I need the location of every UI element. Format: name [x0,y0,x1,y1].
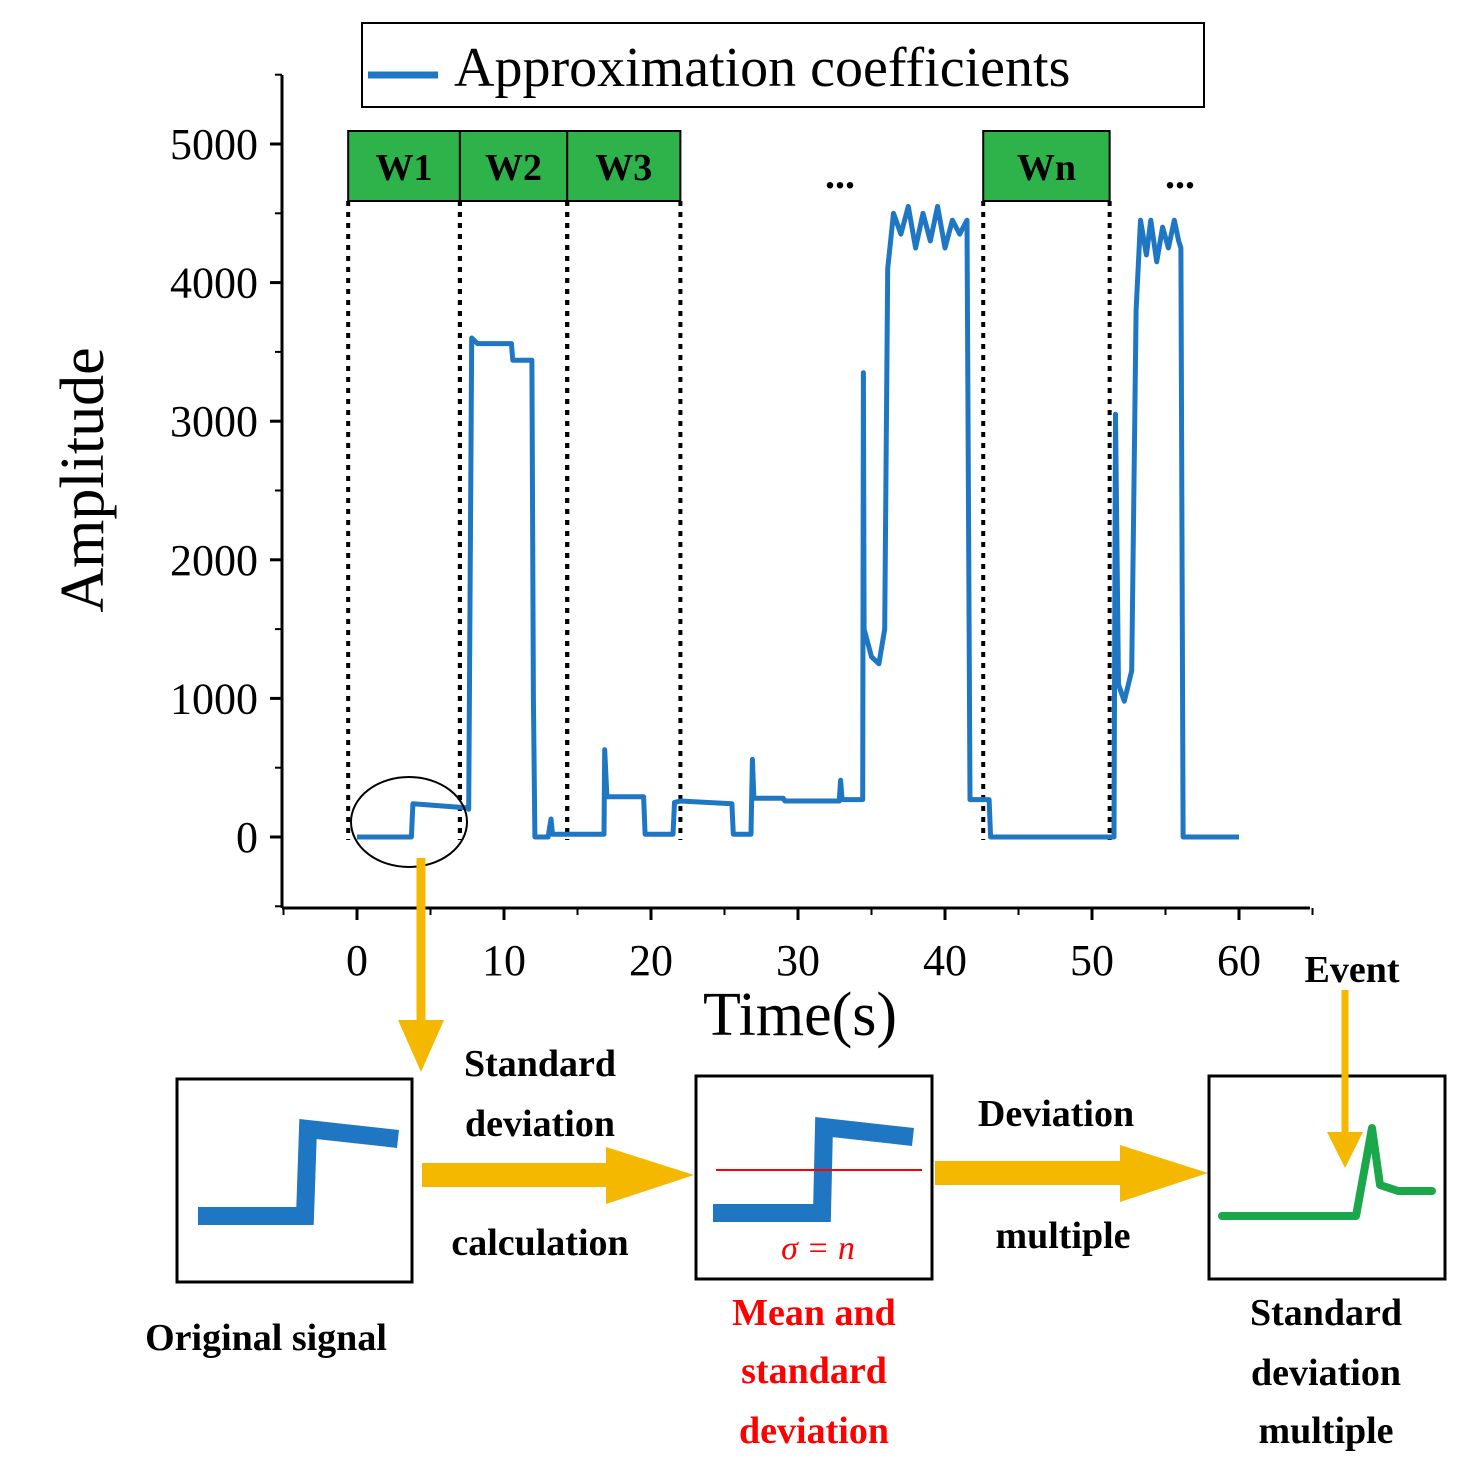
window-label-w2: W2 [485,147,542,189]
window-label-w1: W1 [376,147,433,189]
workflow: Original signal Standard deviation calcu… [145,858,1447,1452]
box1-caption: Original signal [145,1317,387,1359]
window-box-wn [982,130,1111,202]
window-label-wn: Wn [1017,147,1076,189]
y-tick-label: 0 [236,813,258,862]
y-tick-label: 5000 [170,120,258,169]
arrow2-shaft [935,1161,1125,1185]
std-multiple-box [1207,1074,1447,1281]
original-signal-box [175,1077,414,1284]
arrow1-label-top-1: Standard [464,1043,616,1085]
original-signal-thumbnail [198,1118,399,1225]
arrow2-label-top: Deviation [978,1093,1134,1135]
arrow1-label-bottom: calculation [451,1222,628,1264]
arrow1-shaft [422,1163,612,1187]
event-arrow-head [1327,1132,1363,1168]
ellipsis-left: ... [825,152,855,197]
legend-label: Approximation coefficients [454,37,1070,99]
arrow1-label-top-2: deviation [465,1103,615,1145]
ellipsis-right: ... [1165,152,1195,197]
y-axis-title: Amplitude [49,347,117,612]
x-tick-label: 0 [346,936,368,985]
x-tick-label: 30 [776,936,820,985]
x-tick-label: 50 [1070,936,1114,985]
x-tick-label: 20 [629,936,673,985]
highlight-ellipse [350,776,468,868]
x-tick-label: 40 [923,936,967,985]
box2-caption-2: standard [741,1350,887,1392]
y-tick-label: 2000 [170,536,258,585]
event-label: Event [1305,949,1400,991]
arrow2-head [1120,1145,1208,1202]
series-approximation-coefficients [357,203,1239,840]
box3-caption-2: deviation [1251,1352,1401,1394]
box3-caption-1: Standard [1250,1292,1402,1334]
legend: Approximation coefficients [361,22,1205,108]
y-ticks: 0 1000 2000 3000 4000 5000 [170,73,282,908]
window-box-w2 [458,130,569,202]
window-label-w3: W3 [595,147,652,189]
down-arrow-head [398,1020,444,1072]
x-ticks: 0 10 20 30 40 50 60 [282,908,1314,985]
box3-caption-3: multiple [1258,1410,1393,1452]
arrow2-label-bottom: multiple [995,1215,1130,1257]
y-tick-label: 1000 [170,674,258,723]
line-chart: Approximation coefficients 0100020003000… [49,22,1314,1049]
windows: W1 W2 W3 Wn [346,130,1112,840]
box2-caption-3: deviation [739,1410,889,1452]
legend-box [361,22,1205,108]
arrow1-head [606,1147,694,1204]
y-tick-label: 4000 [170,259,258,308]
x-tick-label: 10 [482,936,526,985]
y-tick-label: 3000 [170,397,258,446]
box2-caption-1: Mean and [732,1292,896,1334]
sigma-formula: σ = n [781,1230,855,1267]
std-multiple-thumbnail [1218,1124,1436,1220]
window-box-w3 [566,130,682,202]
x-tick-label: 60 [1217,936,1261,985]
x-axis-title: Time(s) [703,981,897,1049]
